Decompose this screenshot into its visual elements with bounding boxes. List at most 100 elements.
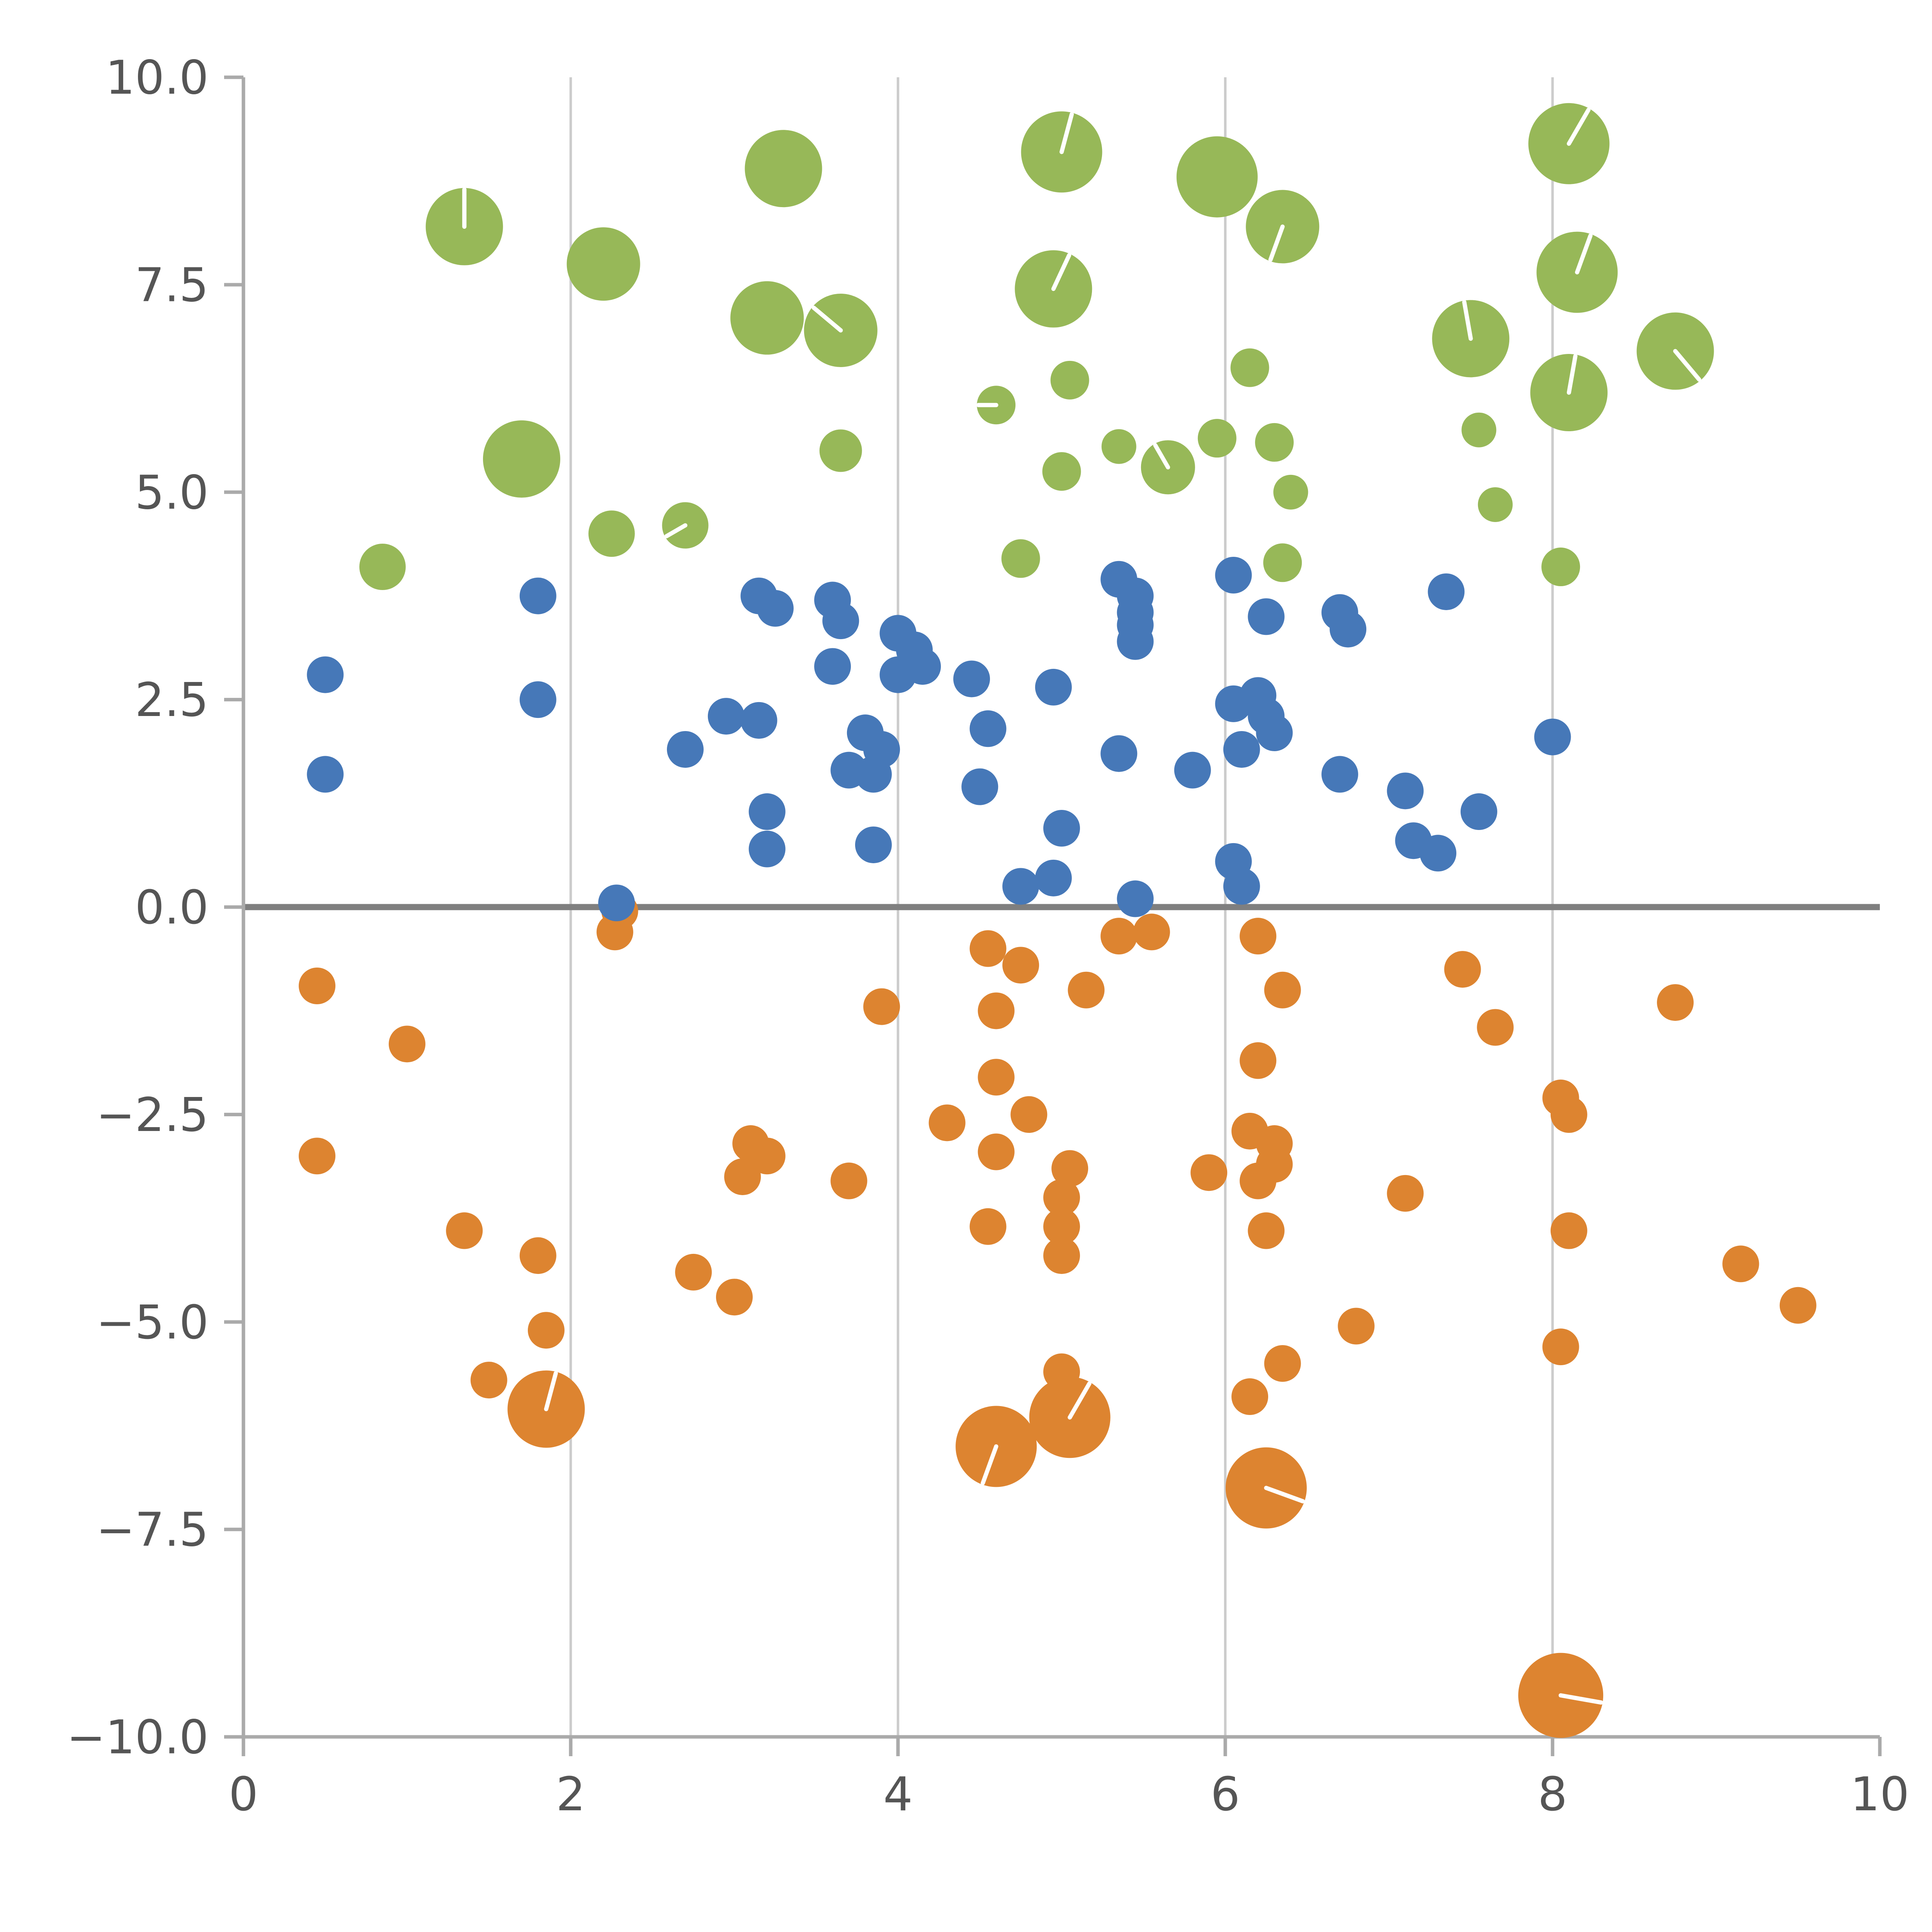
data-point-orange-cluster-bottom [1240, 1042, 1277, 1079]
data-point-blue-cluster-middle [1248, 598, 1285, 635]
data-point-blue-cluster-middle [855, 756, 892, 793]
data-point-blue-cluster-middle [1215, 557, 1252, 594]
data-point-orange-cluster-bottom [1051, 1150, 1088, 1187]
marker-seam-line [1462, 300, 1473, 341]
data-point-orange-cluster-bottom [1100, 918, 1138, 955]
data-point-blue-cluster-middle [822, 602, 859, 639]
data-point-blue-cluster-middle [1223, 868, 1260, 905]
data-point-green-cluster-top [1273, 474, 1308, 510]
data-point-blue-cluster-middle [1035, 859, 1072, 896]
marker-seam-line [1060, 112, 1074, 154]
data-point-blue-cluster-middle [969, 710, 1007, 747]
data-point-blue-cluster-middle [1117, 880, 1154, 917]
data-point-green-cluster-top [1263, 543, 1302, 582]
data-point-blue-cluster-middle [748, 793, 786, 830]
data-point-orange-cluster-bottom [716, 1279, 753, 1316]
data-point-orange-cluster-bottom [1248, 1212, 1285, 1249]
data-point-orange-cluster-bottom [969, 1208, 1007, 1245]
data-point-green-cluster-top [1478, 487, 1513, 522]
data-point-blue-cluster-middle [519, 577, 556, 614]
data-point-green-cluster-top [1255, 423, 1294, 462]
marker-seam-line [664, 523, 687, 539]
data-point-blue-cluster-middle [1420, 835, 1457, 872]
data-point-orange-cluster-bottom [1722, 1245, 1759, 1282]
data-point-green-cluster-top [1050, 361, 1089, 400]
data-point-orange-cluster-bottom [389, 1026, 425, 1063]
data-point-orange-cluster-bottom [863, 988, 900, 1025]
data-point-blue-cluster-middle [307, 656, 344, 693]
marker-seam-line [1051, 253, 1071, 291]
data-point-green-cluster-top [483, 420, 560, 498]
data-point-green-cluster-top [1541, 548, 1580, 587]
data-point-orange-cluster-bottom [830, 1162, 867, 1199]
data-point-green-cluster-top [1461, 412, 1497, 447]
data-point-blue-cluster-middle [814, 648, 851, 685]
y-tick-label: 10.0 [105, 51, 209, 105]
data-point-orange-cluster-bottom [1264, 1345, 1301, 1382]
y-tick-label: 0.0 [135, 881, 209, 935]
data-point-orange-cluster-bottom [1338, 1308, 1375, 1345]
data-point-blue-cluster-middle [1174, 752, 1211, 789]
y-tick-label: −10.0 [66, 1711, 209, 1765]
marker-seam-line [1153, 443, 1170, 469]
y-tick-label: 5.0 [135, 466, 209, 520]
data-point-green-cluster-top [1230, 348, 1269, 387]
data-point-blue-cluster-middle [1460, 793, 1497, 830]
data-point-blue-cluster-middle [961, 768, 998, 805]
data-point-green-cluster-top [588, 510, 635, 557]
x-tick-label: 6 [1211, 1768, 1240, 1821]
data-point-orange-cluster-bottom [1550, 1096, 1587, 1133]
marker-seam-line [1068, 1381, 1092, 1420]
data-point-blue-cluster-middle [519, 681, 556, 718]
data-point-green-cluster-top [1042, 452, 1081, 491]
data-point-blue-cluster-middle [598, 884, 635, 922]
data-point-orange-cluster-bottom [1240, 918, 1277, 955]
data-point-blue-cluster-middle [667, 731, 704, 768]
marker-seam-line [544, 1371, 558, 1412]
data-point-green-cluster-top [1176, 136, 1258, 218]
y-tick-label: 7.5 [135, 259, 209, 312]
y-tick-label: −2.5 [96, 1088, 209, 1142]
data-point-orange-cluster-bottom [978, 1059, 1015, 1096]
data-point-orange-cluster-bottom [929, 1104, 966, 1141]
data-point-orange-cluster-bottom [675, 1253, 712, 1291]
x-tick-label: 2 [556, 1768, 585, 1821]
data-point-green-cluster-top [1197, 419, 1236, 458]
data-point-orange-cluster-bottom [1231, 1378, 1269, 1415]
data-point-orange-cluster-bottom [446, 1212, 483, 1249]
data-point-orange-cluster-bottom [724, 1158, 761, 1195]
data-point-green-cluster-top [730, 281, 804, 355]
data-point-green-cluster-top [1001, 539, 1040, 578]
data-point-orange-cluster-bottom [1477, 1009, 1514, 1046]
data-point-blue-cluster-middle [855, 826, 892, 863]
data-point-orange-cluster-bottom [1387, 1175, 1424, 1212]
data-point-orange-cluster-bottom [969, 930, 1007, 967]
marker-seam-line [1575, 233, 1593, 275]
data-point-blue-cluster-middle [953, 660, 990, 697]
marker-seam-line [1566, 354, 1578, 395]
data-point-orange-cluster-bottom [1043, 1179, 1080, 1216]
marker-seam-line [1268, 224, 1285, 262]
data-point-orange-cluster-bottom [1133, 913, 1170, 951]
data-point-orange-cluster-bottom [1190, 1154, 1228, 1191]
y-tick-label: 2.5 [135, 673, 209, 727]
marker-seam-line [1673, 349, 1701, 382]
x-tick-label: 8 [1538, 1768, 1567, 1821]
data-point-orange-cluster-bottom [1779, 1287, 1816, 1324]
data-point-orange-cluster-bottom [1043, 1237, 1080, 1274]
data-point-blue-cluster-middle [1428, 573, 1465, 610]
marker-seam-line [981, 1444, 998, 1485]
data-point-blue-cluster-middle [307, 756, 344, 793]
marker-seam-line [1558, 1693, 1604, 1705]
data-point-blue-cluster-middle [1223, 731, 1260, 768]
data-point-blue-cluster-middle [1002, 868, 1039, 905]
data-point-orange-cluster-bottom [1657, 984, 1694, 1021]
data-point-blue-cluster-middle [1043, 810, 1080, 847]
data-point-orange-cluster-bottom [1002, 947, 1039, 984]
data-point-orange-cluster-bottom [748, 1138, 786, 1175]
data-point-orange-cluster-bottom [978, 1133, 1015, 1170]
y-tick-label: −7.5 [96, 1503, 209, 1557]
